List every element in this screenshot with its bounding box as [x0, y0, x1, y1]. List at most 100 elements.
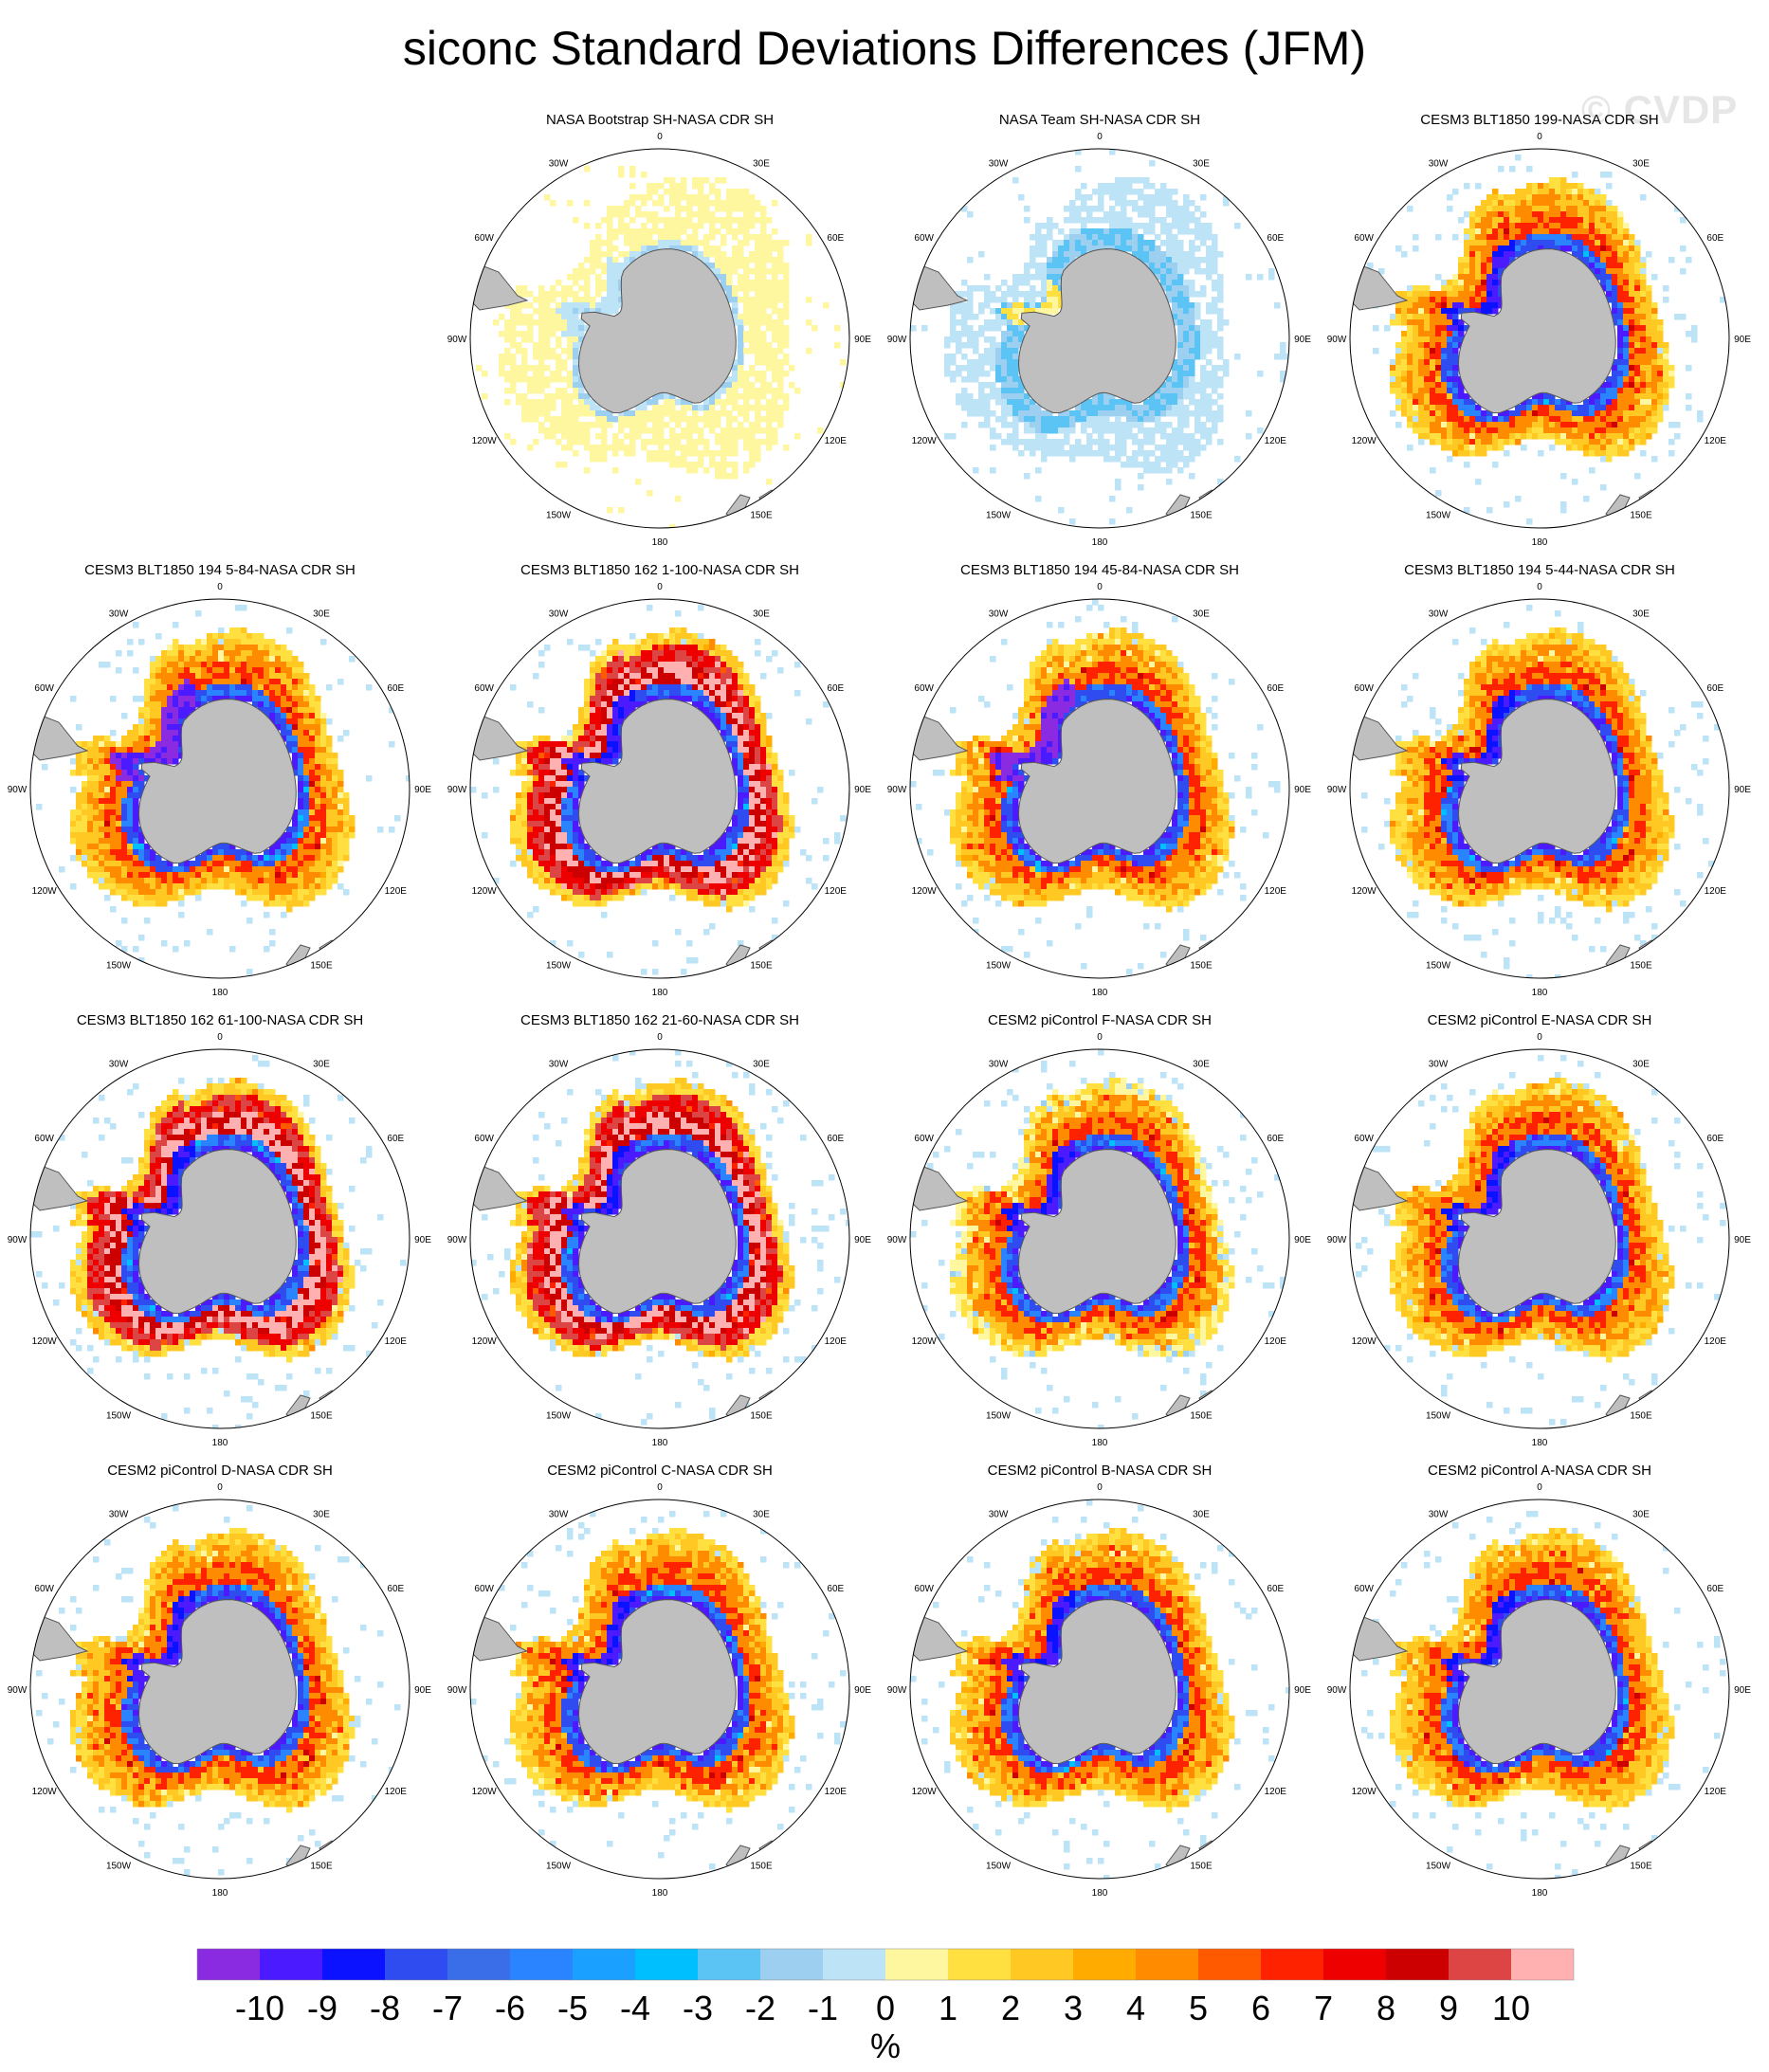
ice-cell: [521, 393, 528, 400]
ice-cell: [1166, 393, 1173, 400]
ice-cell: [1595, 206, 1601, 212]
ice-cell: [1492, 263, 1499, 269]
ice-cell: [1452, 302, 1459, 309]
ice-cell: [241, 679, 247, 685]
ice-cell: [1475, 251, 1482, 258]
ice-cell: [121, 832, 128, 839]
ice-cell: [1657, 365, 1664, 372]
ice-cell: [1617, 427, 1624, 434]
ice-cell: [944, 371, 951, 377]
ice-cell: [1160, 228, 1167, 235]
ice-cell: [337, 861, 344, 867]
ice-cell: [624, 257, 630, 264]
ice-cell: [601, 268, 608, 275]
ice-cell: [298, 707, 304, 714]
ice-cell: [1589, 194, 1596, 201]
ice-cell: [1566, 217, 1573, 224]
ice-cell: [1086, 422, 1093, 428]
ice-cell: [1189, 280, 1195, 286]
ice-cell: [224, 883, 230, 890]
ice-cell: [749, 348, 756, 354]
ice-cell: [286, 724, 293, 731]
ice-cell: [1629, 439, 1635, 445]
ice-cell: [1418, 336, 1425, 343]
ice-cell: [1001, 422, 1008, 428]
ice-cell: [1200, 445, 1207, 451]
ice-cell: [1634, 365, 1641, 372]
ice-cell: [1657, 382, 1664, 389]
ice-cell: [1532, 416, 1539, 423]
ice-cell: [612, 416, 619, 423]
ice-cell: [1612, 359, 1618, 366]
ice-cell: [561, 433, 568, 440]
ice-cell: [269, 679, 276, 685]
ice-cell: [1132, 450, 1139, 457]
ice-cell: [956, 336, 962, 343]
ice-cell: [1177, 280, 1184, 286]
ice-cell: [510, 308, 517, 315]
ice-cell: [1155, 217, 1161, 224]
ice-cell: [258, 690, 264, 697]
ice-cell: [1115, 223, 1122, 229]
ice-cell: [738, 297, 744, 303]
ice-cell: [703, 445, 710, 451]
ice-cell: [1166, 376, 1173, 383]
ice-cell: [1121, 399, 1127, 406]
ice-cell: [1115, 410, 1122, 417]
ice-cell: [1172, 445, 1178, 451]
ice-cell: [235, 645, 242, 651]
ice-cell: [127, 815, 134, 822]
ice-cell: [1172, 365, 1178, 372]
ice-cell: [1475, 240, 1482, 246]
ice-cell: [533, 410, 539, 417]
ice-cell: [607, 251, 613, 258]
ice-cell: [1600, 200, 1607, 207]
ice-cell: [1024, 268, 1030, 275]
ice-cell: [652, 439, 659, 445]
ice-cell: [286, 872, 293, 879]
ice-cell: [1469, 405, 1476, 411]
ice-cell: [538, 291, 545, 298]
ice-cell: [1458, 302, 1465, 309]
ice-cell: [190, 861, 196, 867]
ice-cell: [1041, 308, 1048, 315]
ice-cell: [635, 479, 642, 485]
ice-cell: [961, 354, 968, 360]
ice-cell: [1600, 445, 1607, 451]
ice-cell: [533, 371, 539, 377]
ice-cell: [1464, 211, 1470, 218]
ice-cell: [675, 399, 682, 406]
ice-cell: [229, 866, 236, 873]
ice-cell: [749, 422, 756, 428]
ice-cell: [1115, 211, 1122, 218]
ice-cell: [87, 821, 94, 827]
ice-cell: [1166, 388, 1173, 394]
ice-cell: [292, 656, 299, 663]
ice-cell: [629, 183, 636, 190]
ice-cell: [607, 223, 613, 229]
ice-cell: [1395, 319, 1402, 326]
ice-cell: [1390, 371, 1396, 377]
ice-cell: [76, 758, 82, 765]
ice-cell: [1560, 217, 1567, 224]
ice-cell: [749, 268, 756, 275]
ice-cell: [1103, 240, 1110, 246]
ice-cell: [167, 707, 173, 714]
ice-cell: [686, 433, 693, 440]
ice-cell: [235, 667, 242, 674]
ice-cell: [326, 866, 333, 873]
ice-cell: [303, 809, 310, 816]
ice-cell: [556, 365, 562, 372]
ice-cell: [1640, 427, 1647, 434]
ice-cell: [252, 878, 259, 884]
ice-cell: [116, 758, 122, 765]
ice-cell: [1418, 422, 1425, 428]
ice-cell: [1498, 445, 1505, 451]
ice-cell: [544, 427, 551, 434]
ice-cell: [664, 189, 670, 195]
ice-cell: [1126, 405, 1133, 411]
ice-cell: [1475, 274, 1482, 281]
ice-cell: [1441, 405, 1448, 411]
ice-cell: [298, 798, 304, 805]
ice-cell: [573, 336, 579, 343]
